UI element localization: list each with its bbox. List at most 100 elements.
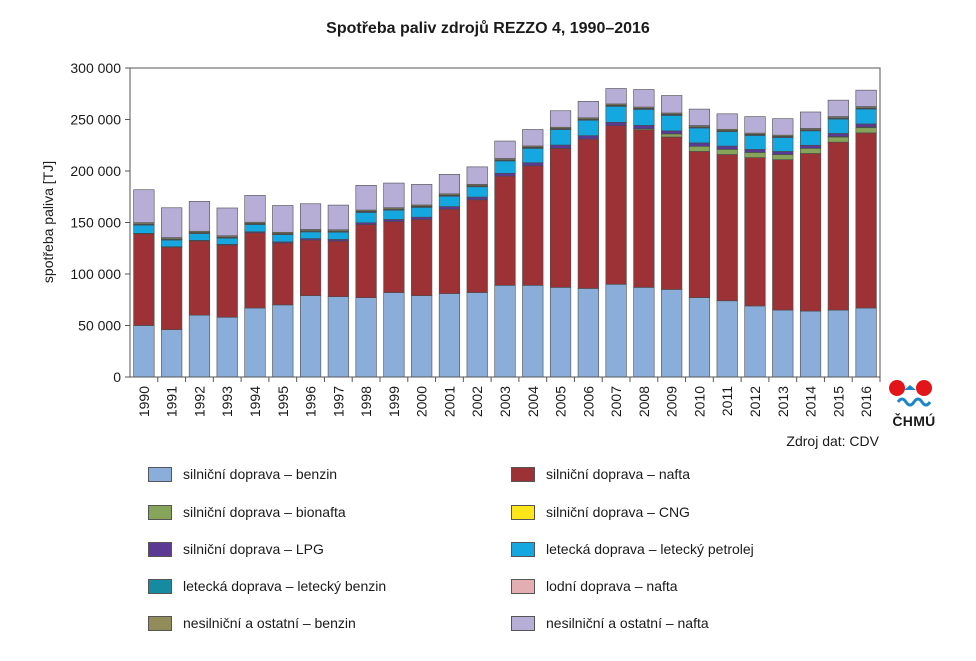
bar-segment — [827, 141, 849, 311]
bar-segment — [605, 283, 627, 378]
bar-segment — [355, 212, 377, 224]
bar-segment — [522, 162, 544, 167]
y-tick-label: 0 — [113, 369, 121, 385]
x-tick-label: 2000 — [414, 386, 430, 417]
bar-segment — [327, 231, 349, 240]
x-tick-label: 2009 — [664, 386, 680, 417]
x-tick-label: 1994 — [247, 386, 263, 417]
bar-segment — [216, 316, 238, 378]
bar-segment — [577, 138, 599, 289]
bar-segment — [299, 295, 322, 378]
y-tick-label: 250 000 — [70, 112, 121, 128]
bar-segment — [855, 123, 877, 128]
bar-segment — [772, 118, 794, 136]
x-tick-label: 2002 — [469, 386, 485, 417]
x-tick-label: 2013 — [775, 386, 791, 417]
bar-segment — [383, 221, 405, 293]
bar-segment — [272, 205, 294, 233]
bar-segment — [133, 325, 155, 378]
bar-segment — [577, 119, 599, 136]
bar-segment — [411, 219, 433, 296]
x-tick-label: 1993 — [219, 386, 235, 417]
bar-segment — [272, 304, 294, 378]
bar-segment — [216, 237, 238, 245]
bar-segment — [688, 142, 711, 147]
x-tick-label: 1992 — [191, 386, 207, 417]
bar-segment — [827, 133, 849, 137]
bar-segment — [799, 310, 822, 378]
bar-segment — [466, 196, 488, 201]
bar-segment — [355, 224, 377, 298]
bar-segment — [244, 232, 266, 309]
bar-segment — [716, 145, 738, 150]
x-tick-label: 2008 — [636, 386, 652, 417]
bar-segment — [244, 224, 266, 233]
bar-segment — [633, 109, 655, 126]
bar-segment — [688, 297, 711, 378]
bar-segment — [438, 293, 461, 378]
bar-segment — [605, 125, 627, 285]
bar-segment — [188, 314, 211, 378]
bar-segment — [494, 172, 516, 177]
bar-segment — [827, 118, 849, 134]
bar-segment — [688, 145, 711, 152]
x-tick-label: 1996 — [303, 386, 319, 417]
bar-segment — [411, 216, 433, 220]
y-axis-label: spotřeba paliva [TJ] — [40, 161, 56, 283]
bar-segment — [494, 160, 516, 174]
x-tick-label: 1990 — [136, 386, 152, 417]
bar-segment — [411, 207, 433, 218]
bar-segment — [688, 127, 711, 144]
bar-segment — [661, 136, 683, 290]
bar-segment — [716, 113, 738, 130]
bar-segment — [799, 130, 822, 146]
bar-segment — [522, 148, 544, 164]
x-tick-label: 1999 — [386, 386, 402, 417]
bar-segment — [605, 121, 627, 126]
bar-segment — [161, 239, 183, 247]
bar-segment — [633, 129, 655, 288]
bar-segment — [522, 285, 544, 378]
x-tick-label: 2010 — [691, 386, 707, 417]
bar-segment — [494, 175, 516, 286]
bar-segment — [605, 106, 627, 123]
bar-segment — [355, 185, 377, 211]
bar-segment — [744, 116, 766, 134]
y-tick-label: 100 000 — [70, 266, 121, 282]
bar-segment — [438, 195, 461, 207]
x-tick-label: 1997 — [330, 386, 346, 417]
bar-segment — [133, 224, 155, 234]
bar-segment — [744, 149, 766, 153]
bar-segment — [466, 199, 488, 293]
bar-segment — [327, 296, 349, 378]
bar-segment — [827, 309, 849, 378]
bar-segment — [744, 152, 766, 158]
chmu-logo-icon — [889, 380, 932, 407]
x-tick-label: 2012 — [747, 386, 763, 417]
bar-segment — [688, 151, 711, 298]
bar-segment — [855, 89, 877, 107]
bar-segment — [716, 300, 738, 378]
bar-segment — [855, 127, 877, 134]
x-tick-label: 2016 — [858, 386, 874, 417]
bar-segment — [188, 233, 211, 241]
chmu-logo: ČHMÚ — [886, 377, 942, 433]
bar-segment — [161, 207, 183, 238]
bar-segment — [327, 240, 349, 297]
data-source-note: Zdroj dat: CDV — [786, 433, 879, 449]
x-tick-label: 2014 — [803, 386, 819, 417]
bar-segment — [161, 246, 183, 330]
bar-segment — [355, 297, 377, 378]
bar-segment — [244, 307, 266, 378]
bar-segment — [855, 108, 877, 125]
bar-segment — [466, 166, 488, 185]
y-tick-label: 50 000 — [78, 318, 121, 334]
bar-segment — [299, 231, 322, 239]
x-tick-label: 1998 — [358, 386, 374, 417]
bar-segment — [744, 135, 766, 150]
bar-segment — [411, 184, 433, 206]
bar-segment — [855, 307, 877, 378]
bar-segment — [772, 137, 794, 152]
bar-segment — [327, 204, 349, 231]
bar-segment — [161, 329, 183, 378]
